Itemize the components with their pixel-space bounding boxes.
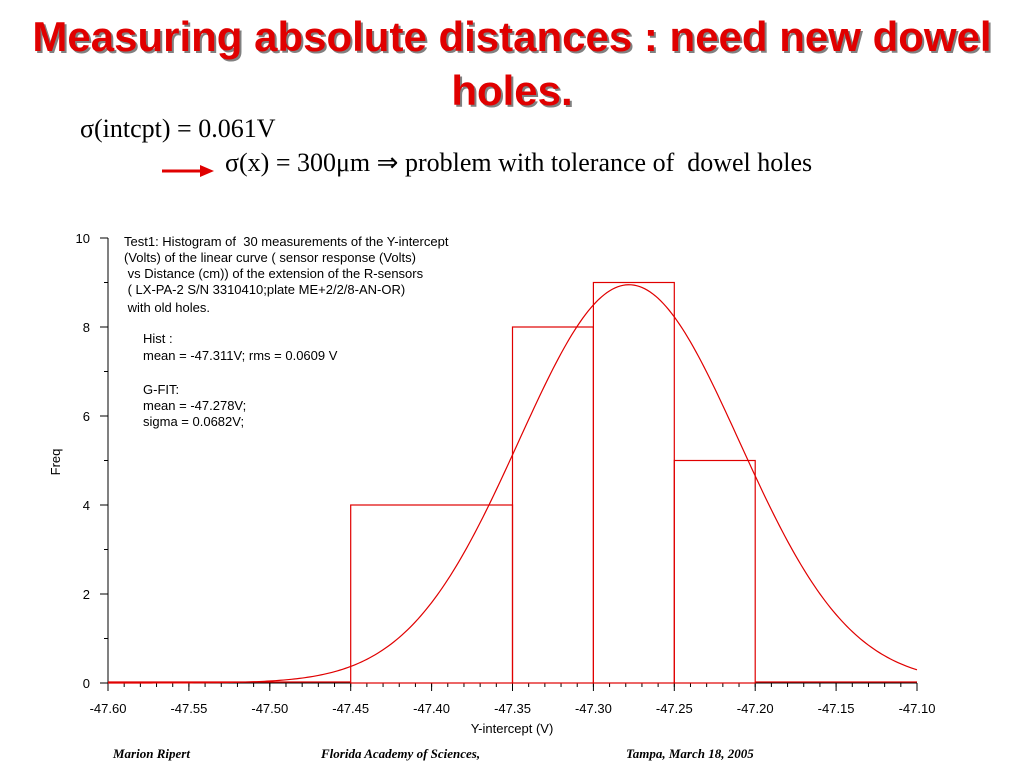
chart-annotation: Test1: Histogram of 30 measurements of t… [124, 234, 449, 315]
chart-axes: 0 2 4 6 8 10 -47.60 -47.55 -47.50 -47.45 -47.40 -47… [76, 231, 936, 716]
y-tick-label: 8 [83, 320, 90, 335]
y-tick-label: 4 [83, 498, 90, 513]
gaussian-fit-curve [108, 284, 918, 684]
x-tick-label: -47.25 [656, 701, 693, 716]
x-tick-label: -47.60 [90, 701, 127, 716]
histogram-bar [511, 326, 595, 684]
y-axis-label: Freq [48, 449, 63, 476]
histogram-bar [592, 281, 675, 684]
x-tick-label: -47.15 [818, 701, 855, 716]
x-tick-label: -47.35 [494, 701, 531, 716]
x-tick-label: -47.40 [413, 701, 450, 716]
x-tick-label: -47.55 [170, 701, 207, 716]
annotation-line: (Volts) of the linear curve ( sensor res… [124, 250, 416, 265]
histogram-bar [673, 459, 756, 684]
annotation-line: Test1: Histogram of 30 measurements of t… [124, 234, 449, 249]
stats-line: sigma = 0.0682V; [143, 414, 244, 429]
footer-date: Tampa, March 18, 2005 [626, 746, 754, 761]
stats-line: G-FIT: [143, 382, 179, 397]
y-tick-label: 0 [83, 676, 90, 691]
histogram-chart: 0 2 4 6 8 10 -47.60 -47.55 -47.50 -47.45 -47.40 -47… [48, 231, 936, 736]
slide-title: Measuring absolute distances : need new … [32, 13, 992, 114]
stats-line: mean = -47.278V; [143, 398, 246, 413]
footer-venue: Florida Academy of Sciences, [321, 746, 481, 761]
annotation-line: with old holes. [124, 300, 210, 315]
annotation-line: ( LX-PA-2 S/N 3310410;plate ME+2/2/8-AN-… [124, 282, 405, 297]
equation-intercept-sigma: σ(intcpt) = 0.061V [80, 114, 276, 143]
y-tick-label: 2 [83, 587, 90, 602]
histogram-bar [350, 504, 514, 684]
stats-line: Hist : [143, 331, 173, 346]
equation-distance-sigma: σ(x) = 300μm ⇒ problem with tolerance of… [225, 148, 813, 177]
right-arrow-icon [162, 165, 214, 177]
x-tick-label: -47.50 [251, 701, 288, 716]
stats-line: mean = -47.311V; rms = 0.0609 V [143, 348, 338, 363]
y-tick-label: 6 [83, 409, 90, 424]
x-tick-label: -47.30 [575, 701, 612, 716]
x-tick-label: -47.45 [332, 701, 369, 716]
x-tick-label: -47.10 [899, 701, 936, 716]
y-tick-label: 10 [76, 231, 90, 246]
x-tick-label: -47.20 [737, 701, 774, 716]
histogram-bars [108, 281, 917, 684]
stats-box: Hist : mean = -47.311V; rms = 0.0609 V G… [143, 331, 338, 429]
annotation-line: vs Distance (cm)) of the extension of th… [124, 266, 424, 281]
footer-author: Marion Ripert [113, 746, 190, 761]
x-axis-label: Y-intercept (V) [471, 721, 554, 736]
